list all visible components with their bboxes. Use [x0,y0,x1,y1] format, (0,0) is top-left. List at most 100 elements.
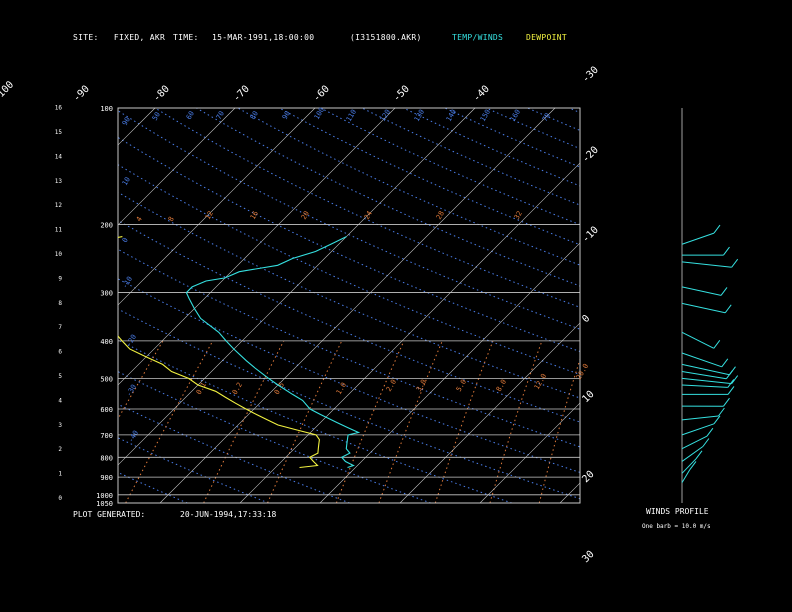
wind-barb-flag [713,415,721,425]
dry-adiabat-label: 90 [121,116,132,127]
dry-adiabat-line [237,108,580,266]
wind-barb-flag [706,427,714,437]
observation-datetime: 15-MAR-1991,18:00:00 [212,33,315,42]
isotherm-label: -20 [580,145,601,166]
dry-adiabat-line [485,108,580,150]
height-tick-label: 5 [58,373,62,380]
height-tick-label: 10 [55,251,63,258]
isotherm-line [640,108,792,503]
mixing-ratio-line [434,340,494,503]
height-tick-label: 3 [58,422,62,429]
dry-adiabat-label: -40 [127,429,140,444]
height-tick-label: 11 [55,227,63,234]
wind-barb [681,377,732,385]
sounding-profiles [118,236,361,469]
dry-adiabat-line [118,339,512,503]
mixing-ratio-label: 0.1 [195,381,208,396]
wind-barb-flag [731,258,739,268]
isotherm-label: 30 [580,549,596,565]
legend-temp-winds: TEMP/WINDS [452,33,504,42]
dry-adiabat-label: 90 [281,110,292,121]
legend-dewpoint: DEWPOINT [526,33,567,42]
isobars [118,224,580,496]
dry-adiabat-label: 70 [215,110,226,121]
height-tick-label: 0 [58,495,62,502]
isotherm-line [0,108,75,503]
dry-adiabat-line [118,219,580,423]
wind-barb-flag [713,224,721,234]
mixing-ratio-lines [118,340,580,503]
dry-adiabat-line [527,108,580,131]
mixing-ratio-label: 0.2 [231,381,244,396]
height-tick-label: 6 [58,349,62,356]
dry-adiabat-line [278,108,580,246]
dry-adiabat-label: -10 [121,275,134,290]
mixing-ratio-label: 16 [249,210,260,221]
dry-adiabat-line [154,108,580,308]
wind-barb [681,286,722,296]
dry-adiabat-label: -30 [125,383,138,398]
dry-adiabat-label: 80 [249,110,260,121]
dry-adiabat-line [118,403,350,503]
pressure-tick-label: 400 [100,338,113,346]
isotherm-line [399,322,580,503]
mixing-ratio-label: 12.0 [533,372,548,391]
mixing-ratio-label: 1.0 [335,381,348,396]
wind-barb-flag [723,246,730,256]
wind-barb-flag [702,438,710,447]
wind-barb [681,469,691,483]
dry-adiabat-line [361,108,580,206]
mixing-ratio-label: 2.0 [385,378,398,393]
dry-adiabat-line [118,308,580,500]
file-id: (I3151800.AKR) [350,33,422,42]
pressure-tick-label: 500 [100,375,113,383]
isotherm-label: -70 [231,84,252,105]
mixing-ratio-label: 32 [513,210,524,221]
wind-barb-flag [689,461,697,470]
height-tick-label: 9 [58,275,62,282]
isotherm-line [319,242,580,503]
isotherm-line [239,162,580,503]
wind-barb [681,371,727,380]
dry-adiabats [118,108,580,503]
winds-profile [681,108,739,503]
isotherm-line [118,108,236,226]
wind-barb [681,423,715,436]
dry-adiabat-line [118,248,580,448]
plot-frame [117,107,581,504]
isotherm-label: -60 [311,84,332,105]
pressure-tick-label: 900 [100,474,113,482]
pressure-tick-label: 1050 [96,500,113,508]
pressure-tick-label: 700 [100,432,113,440]
height-tick-label: 7 [58,324,62,331]
dry-adiabat-label: 0 [121,236,130,244]
isotherm-label: 10 [580,389,596,405]
isotherm-label: -40 [471,84,492,105]
wind-barb [681,331,715,349]
height-tick-label: 12 [55,202,63,209]
wind-barb-flag [718,407,725,417]
wind-barb-flag [727,386,735,395]
mixing-ratio-line [489,340,543,503]
dry-adiabat-line [118,371,431,503]
isotherm-label: -30 [580,65,601,86]
dry-adiabat-line [403,108,580,187]
dry-adiabat-line [320,108,580,226]
isotherms [0,108,792,503]
dry-adiabat-line [568,108,580,114]
wind-barb-flag [720,287,728,296]
dry-adiabat-label: 140 [445,108,458,123]
mixing-ratio-label: 28 [435,210,446,221]
height-tick-label: 1 [58,471,62,478]
dry-adiabat-label: 60 [185,110,196,121]
dewpoint-profile-line [118,236,320,469]
wind-barb-flag [713,339,721,349]
wind-barb [681,446,704,462]
pressure-tick-label: 200 [100,221,113,229]
mixing-ratio-label: 20.0 [575,362,590,381]
wind-barb-flag [695,450,703,460]
mixing-ratio-label: 8.0 [495,378,508,393]
isotherm-label: -90 [71,84,92,105]
wind-barb-flag [731,375,739,384]
